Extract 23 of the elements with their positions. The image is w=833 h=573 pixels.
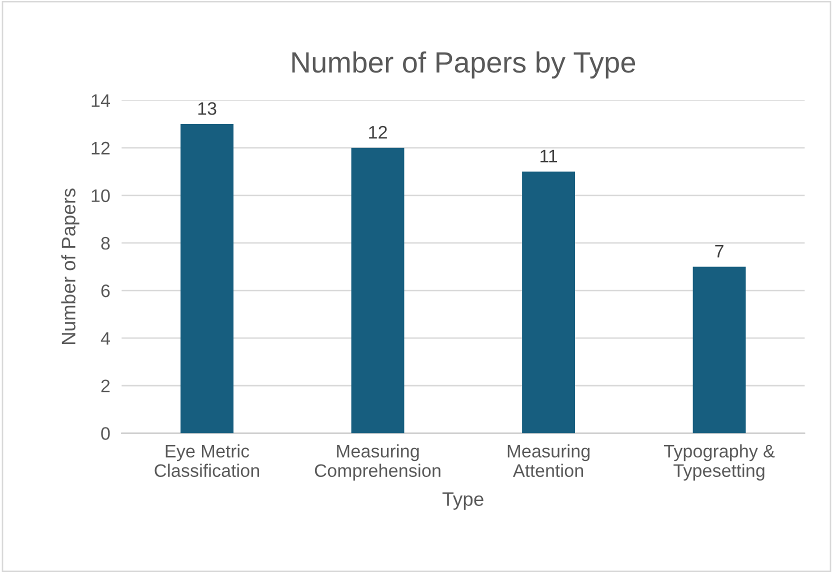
- data-label: 12: [369, 126, 387, 139]
- y-tick-label: 12: [92, 142, 110, 154]
- bar: [522, 172, 575, 434]
- x-tick-label: Eye Metric Classification: [154, 444, 260, 478]
- x-tick-label: Typography & Typesetting: [664, 444, 775, 481]
- data-label: 11: [540, 150, 558, 162]
- chart-title: Number of Papers by Type: [292, 51, 636, 79]
- y-tick-label: 0: [101, 427, 110, 440]
- y-tick-label: 2: [101, 380, 110, 392]
- y-axis-title: Number of Papers: [61, 188, 80, 344]
- y-tick-label: 6: [101, 284, 110, 298]
- x-tick-label: Measuring Attention: [508, 444, 590, 478]
- data-label: 13: [198, 102, 216, 115]
- x-axis-title: Type: [442, 492, 484, 510]
- bar: [692, 266, 746, 434]
- y-tick-label: 4: [100, 332, 110, 345]
- bar: [180, 124, 234, 434]
- data-label: 7: [715, 245, 724, 258]
- y-tick-label: 8: [101, 236, 110, 250]
- bar: [351, 148, 404, 434]
- y-tick-label: 10: [92, 189, 110, 202]
- y-tick-label: 14: [92, 94, 110, 107]
- x-tick-label: Measuring Comprehension: [314, 444, 440, 481]
